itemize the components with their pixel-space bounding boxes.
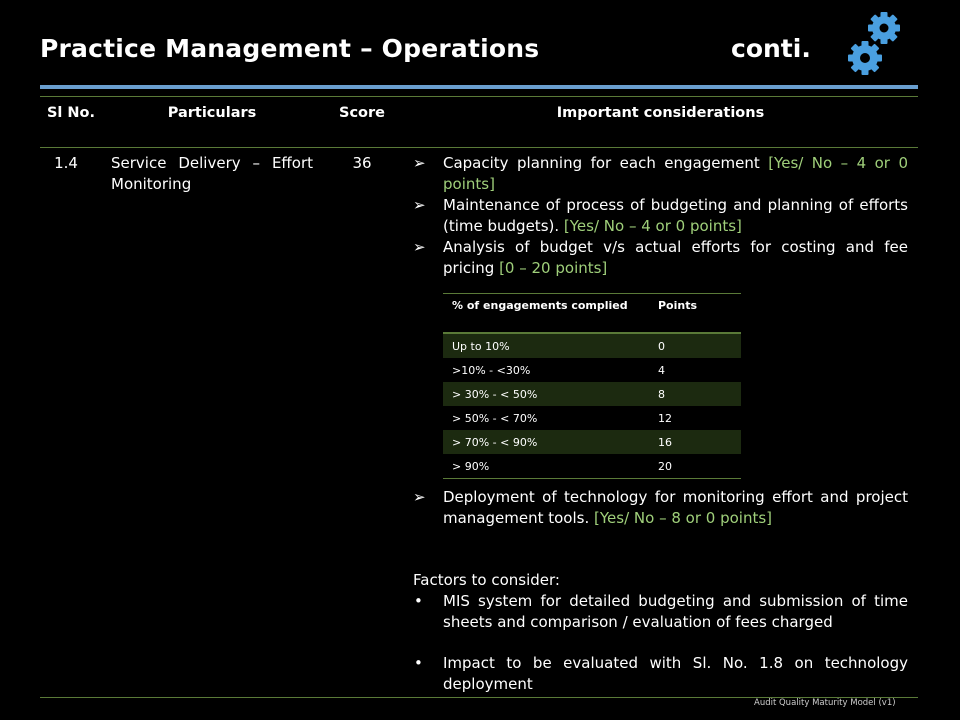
slide-title: Practice Management – Operations — [40, 34, 540, 63]
row-sl-no: 1.4 — [54, 154, 78, 172]
header-bottom-rule — [40, 147, 918, 148]
table-row: >10% - <30% 4 — [443, 358, 741, 382]
points-table: % of engagements complied Points Up to 1… — [443, 293, 741, 479]
header-particulars: Particulars — [167, 105, 257, 121]
table-cell: 20 — [649, 454, 741, 479]
table-cell: 16 — [649, 430, 741, 454]
table-row: Up to 10% 0 — [443, 333, 741, 358]
arrow-bullet-icon: ➢ — [413, 488, 426, 506]
table-cell: 4 — [658, 363, 665, 377]
consideration-item: ➢ Analysis of budget v/s actual efforts … — [413, 238, 908, 277]
table-cell: > 70% - < 90% — [443, 430, 649, 454]
header-considerations: Important considerations — [556, 105, 765, 121]
table-row: > 90% 20 — [443, 454, 741, 479]
points-header-points: Points — [649, 293, 741, 334]
title-underline — [40, 85, 918, 89]
table-row: > 70% - < 90% 16 — [443, 430, 741, 454]
table-row: > 50% - < 70% 12 — [443, 406, 741, 430]
points-header-percent: % of engagements complied — [443, 293, 649, 334]
arrow-bullet-icon: ➢ — [413, 238, 426, 256]
header-score: Score — [339, 105, 385, 121]
header-sl-no: Sl No. — [46, 105, 96, 121]
points-table-header: % of engagements complied Points — [443, 293, 741, 334]
consideration-item: ➢ Maintenance of process of budgeting an… — [413, 196, 908, 235]
footer-label: Audit Quality Maturity Model (v1) — [754, 698, 896, 708]
table-cell: 8 — [649, 382, 741, 406]
table-cell: 12 — [658, 411, 672, 425]
row-score: 36 — [352, 154, 372, 172]
arrow-bullet-icon: ➢ — [413, 196, 426, 214]
consideration-item: ➢ Deployment of technology for monitorin… — [413, 488, 908, 527]
table-cell: 0 — [649, 333, 741, 358]
table-bottom-rule — [40, 697, 918, 698]
table-cell: >10% - <30% — [452, 363, 531, 377]
gears-icon — [848, 12, 900, 75]
table-cell: > 50% - < 70% — [452, 411, 538, 425]
row-particulars: Service Delivery – Effort Monitoring — [111, 154, 313, 193]
table-cell: > 30% - < 50% — [443, 382, 649, 406]
arrow-bullet-icon: ➢ — [413, 154, 426, 172]
continuation-label: conti. — [731, 34, 811, 63]
factor-item: • MIS system for detailed budgeting and … — [414, 592, 908, 631]
consideration-item: ➢ Capacity planning for each engagement … — [413, 154, 908, 193]
table-row: > 30% - < 50% 8 — [443, 382, 741, 406]
dot-bullet-icon: • — [414, 592, 423, 610]
dot-bullet-icon: • — [414, 654, 423, 672]
table-cell: Up to 10% — [443, 333, 649, 358]
factors-heading: Factors to consider: — [413, 571, 560, 589]
table-cell: > 90% — [443, 454, 649, 479]
factor-item: • Impact to be evaluated with Sl. No. 1.… — [414, 654, 908, 693]
table-top-rule — [40, 96, 918, 97]
